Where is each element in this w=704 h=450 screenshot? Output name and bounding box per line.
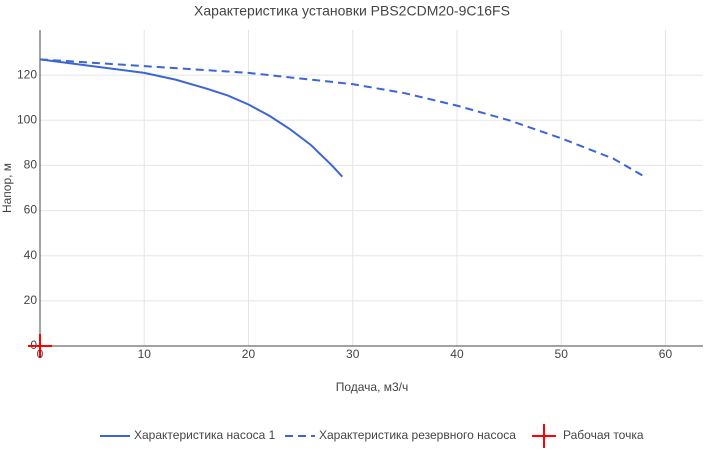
y-tick-label: 60 — [24, 203, 38, 217]
x-axis-label: Подача, м3/ч — [336, 380, 409, 394]
y-tick-label: 40 — [24, 248, 38, 262]
series-line — [39, 58, 646, 178]
y-tick-label: 80 — [24, 158, 38, 172]
marker — [532, 424, 556, 448]
marker — [28, 334, 52, 358]
y-tick-label: 120 — [17, 67, 37, 81]
y-axis-label: Напор, м — [0, 163, 14, 213]
series-line — [39, 58, 344, 178]
y-tick-label: 20 — [24, 293, 38, 307]
legend-label: Рабочая точка — [563, 428, 644, 442]
chart-title: Характеристика установки PBS2CDM20-9C16F… — [194, 3, 510, 19]
x-tick-label: 40 — [450, 347, 464, 361]
x-tick-label: 20 — [242, 347, 256, 361]
y-tick-label: 100 — [17, 112, 37, 126]
legend-label: Характеристика насоса 1 — [134, 428, 276, 442]
x-tick-label: 50 — [555, 347, 569, 361]
x-tick-label: 10 — [138, 347, 152, 361]
x-tick-label: 30 — [346, 347, 360, 361]
x-tick-label: 60 — [659, 347, 673, 361]
legend-label: Характеристика резервного насоса — [319, 428, 516, 442]
